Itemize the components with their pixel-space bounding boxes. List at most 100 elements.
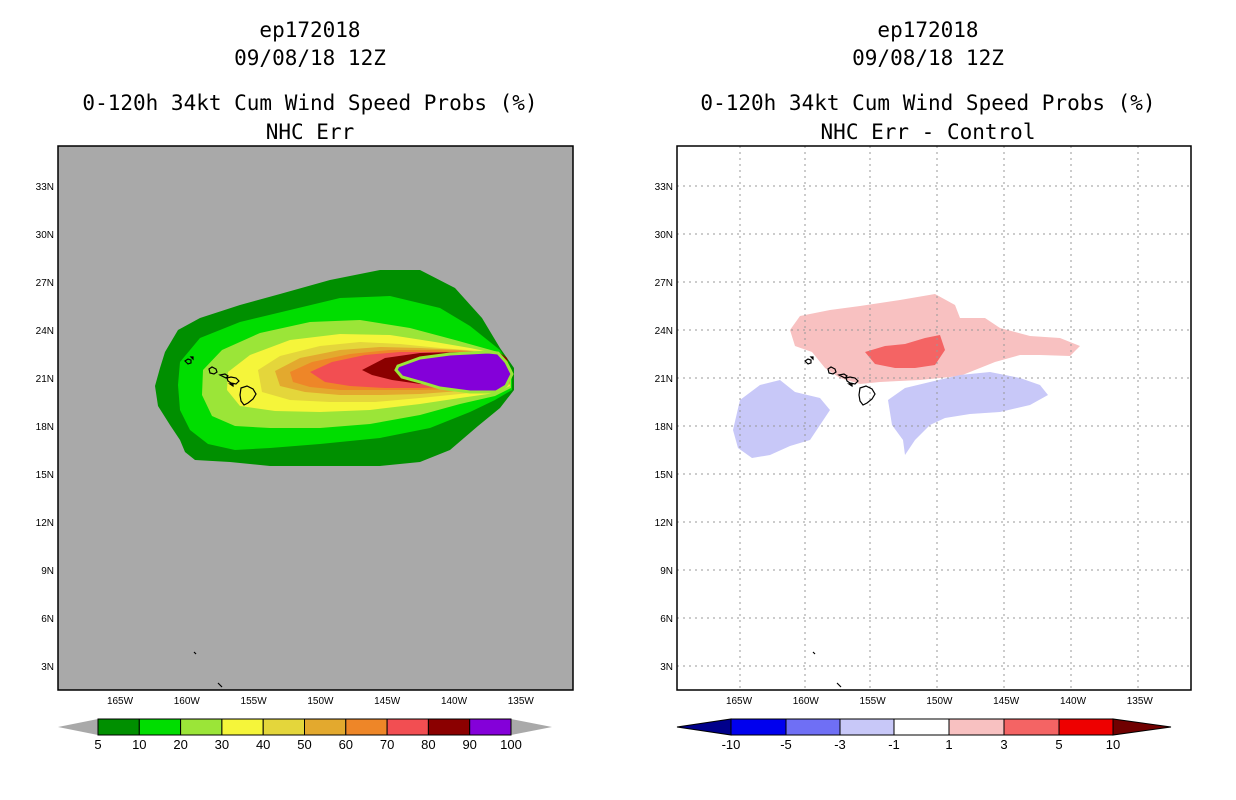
left-datetime: 09/08/18 12Z: [234, 46, 386, 70]
colorbar-label: 80: [421, 737, 435, 752]
right-datetime: 09/08/18 12Z: [852, 46, 1004, 70]
right-lon-label: 150W: [926, 696, 953, 707]
colorbar-label: 5: [1055, 737, 1062, 752]
colorbar-label: -10: [722, 737, 741, 752]
right-axis-labels: 33N 30N 27N 24N 21N 18N 15N 12N 9N 6N 3N 165W 160W 15…: [655, 182, 1154, 707]
left-lat-label: 15N: [36, 470, 54, 481]
left-lat-label: 33N: [36, 182, 54, 193]
left-lon-label: 135W: [508, 696, 535, 707]
colorbar-swatch: [785, 718, 841, 736]
right-coastlines: [804, 356, 876, 688]
colorbar-label: -5: [780, 737, 792, 752]
right-product-title: 0-120h 34kt Cum Wind Speed Probs (%): [700, 91, 1156, 115]
right-lat-label: 27N: [655, 278, 673, 289]
colorbar-swatch: [345, 718, 388, 736]
colorbar-label: 70: [380, 737, 394, 752]
colorbar-swatch: [386, 718, 429, 736]
colorbar-label: 10: [132, 737, 146, 752]
colorbar-swatch: [839, 718, 895, 736]
left-lon-label: 165W: [107, 696, 134, 707]
right-lat-label: 21N: [655, 374, 673, 385]
islands-johnston: [812, 651, 842, 688]
colorbar-label: -3: [834, 737, 846, 752]
islands-kauai: [804, 356, 814, 365]
diff-negative-1-3-west: [733, 380, 830, 458]
colorbar-swatch: [138, 718, 182, 736]
right-lon-label: 145W: [993, 696, 1020, 707]
right-lon-label: 140W: [1060, 696, 1087, 707]
colorbar-arrow-high: [511, 719, 552, 735]
right-subtitle: NHC Err - Control: [820, 120, 1036, 144]
right-lat-label: 33N: [655, 182, 673, 193]
colorbar-label: 50: [297, 737, 311, 752]
colorbar-swatch: [469, 718, 512, 736]
colorbar-swatch: [304, 718, 347, 736]
left-lat-label: 30N: [36, 230, 54, 241]
left-lat-label: 3N: [41, 662, 54, 673]
colorbar-label: 20: [173, 737, 187, 752]
colorbar-swatch: [1003, 718, 1060, 736]
colorbar-label: -1: [888, 737, 900, 752]
right-lon-label: 165W: [726, 696, 753, 707]
right-lat-label: 6N: [660, 614, 673, 625]
colorbar-swatch: [262, 718, 306, 736]
right-lat-label: 24N: [655, 326, 673, 337]
islands-oahu: [827, 366, 837, 375]
right-lon-label: 160W: [793, 696, 820, 707]
right-lon-label: 135W: [1127, 696, 1154, 707]
colorbar-label: 10: [1106, 737, 1120, 752]
islands-hawaii: [239, 385, 257, 406]
islands-maui: [218, 373, 240, 388]
left-colorbar: 5 10 20 30 40 50 60 70 80 90 100: [58, 718, 552, 752]
left-lat-label: 27N: [36, 278, 54, 289]
left-map-frame: [57, 145, 574, 691]
diff-positive-3-5: [865, 335, 945, 368]
islands-oahu: [208, 366, 218, 375]
left-lat-label: 6N: [41, 614, 54, 625]
right-lat-label: 30N: [655, 230, 673, 241]
left-coastlines: [184, 356, 257, 688]
colorbar-arrow-low: [58, 719, 98, 735]
colorbar-arrow-low: [676, 718, 732, 736]
prob-band-100: [394, 350, 514, 394]
islands-hawaii: [858, 385, 876, 406]
colorbar-swatch: [1058, 718, 1114, 736]
left-lon-label: 160W: [174, 696, 201, 707]
right-gridlines: [677, 146, 1191, 690]
right-colorbar: -10 -5 -3 -1 1 3 5 10: [676, 718, 1172, 752]
left-subtitle: NHC Err: [265, 120, 355, 144]
right-lat-label: 3N: [660, 662, 673, 673]
colorbar-label: 1: [945, 737, 952, 752]
colorbar-swatch: [221, 718, 264, 736]
left-lon-label: 145W: [374, 696, 401, 707]
left-storm-id: ep172018: [259, 18, 361, 42]
diff-negative-1-3-east: [888, 372, 1048, 455]
colorbar-label: 40: [256, 737, 270, 752]
colorbar-swatch: [180, 718, 223, 736]
colorbar-swatch: [730, 718, 787, 736]
right-lat-label: 18N: [655, 422, 673, 433]
colorbar-swatch: [948, 718, 1005, 736]
left-lat-label: 12N: [36, 518, 54, 529]
colorbar-label: 30: [215, 737, 229, 752]
colorbar-label: 90: [462, 737, 476, 752]
right-lat-label: 9N: [660, 566, 673, 577]
right-lon-label: 155W: [860, 696, 887, 707]
left-lat-label: 21N: [36, 374, 54, 385]
colorbar-swatch: [97, 718, 140, 736]
right-storm-id: ep172018: [877, 18, 979, 42]
left-lat-label: 18N: [36, 422, 54, 433]
right-lat-label: 12N: [655, 518, 673, 529]
difference-field: [733, 294, 1080, 458]
colorbar-label: 100: [500, 737, 522, 752]
left-lon-label: 150W: [307, 696, 334, 707]
left-product-title: 0-120h 34kt Cum Wind Speed Probs (%): [82, 91, 538, 115]
left-lat-label: 9N: [41, 566, 54, 577]
islands-kauai: [184, 356, 194, 365]
probability-field: [155, 270, 514, 466]
islands-maui: [837, 373, 859, 388]
colorbar-arrow-high: [1112, 718, 1172, 736]
right-lat-label: 15N: [655, 470, 673, 481]
colorbar-swatch: [427, 718, 471, 736]
